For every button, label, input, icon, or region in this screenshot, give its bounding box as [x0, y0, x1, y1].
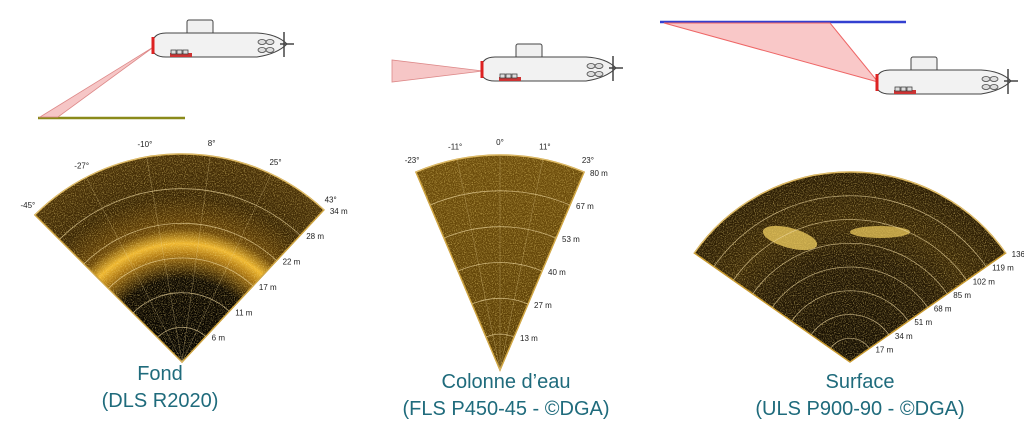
bearing-line [34, 214, 183, 363]
caption: (ULS P900-90 - ©DGA) [755, 398, 964, 420]
range-ring [810, 314, 890, 335]
range-label: 53 m [562, 235, 580, 244]
caption: (DLS R2020) [102, 390, 219, 412]
range-ring [791, 290, 909, 322]
range-ring [830, 337, 870, 349]
sonar-beam [38, 45, 156, 118]
range-label: 17 m [259, 283, 277, 292]
angle-label: -11° [448, 143, 462, 152]
range-label: 51 m [914, 318, 932, 327]
angle-label: -45° [20, 201, 35, 210]
sonar-beam [663, 22, 880, 83]
submarine [874, 55, 1020, 96]
echo [762, 225, 818, 251]
caption: (FLS P450-45 - ©DGA) [402, 398, 609, 420]
range-label: 80 m [590, 169, 608, 178]
bearing-line [456, 159, 501, 371]
range-label: 13 m [520, 334, 538, 343]
bearing-line [181, 155, 211, 363]
angle-label: -23° [405, 156, 420, 165]
angle-label: 8° [208, 139, 216, 148]
range-ring [59, 188, 301, 240]
range-ring [83, 222, 277, 265]
bearing-line [499, 159, 544, 371]
range-label: 22 m [283, 258, 301, 267]
bearing-line [86, 177, 183, 363]
angle-label: -10° [138, 140, 153, 149]
range-ring [732, 219, 968, 281]
range-label: 85 m [953, 291, 971, 300]
sonar-beam [391, 59, 484, 83]
bearing-line [146, 156, 183, 363]
range-label: 6 m [212, 334, 226, 343]
angle-label: 0° [496, 138, 504, 147]
range-ring [713, 195, 987, 267]
range-label: 34 m [895, 332, 913, 341]
angle-label: 43° [325, 196, 337, 205]
range-label: 40 m [548, 268, 566, 277]
range-ring [752, 242, 948, 295]
submarine [479, 42, 625, 83]
range-label: 17 m [875, 345, 893, 354]
bearing-line [415, 171, 501, 371]
range-label: 28 m [306, 232, 324, 241]
angle-label: 23° [582, 156, 594, 165]
angle-label: 25° [269, 158, 281, 167]
bearing-line [499, 171, 585, 371]
range-ring [108, 257, 254, 289]
range-label: 68 m [934, 305, 952, 314]
range-label: 136 m [1012, 250, 1024, 259]
caption: Fond [137, 363, 183, 385]
caption: Colonne d’eau [442, 371, 571, 393]
range-label: 119 m [992, 264, 1014, 273]
range-ring [694, 171, 1006, 254]
sonar-images: 6 m 11 m 17 m 22 m 28 m 34 m -45° -27° -10° 8° 25°… [20, 138, 1024, 372]
angle-label: -27° [74, 161, 89, 170]
caption: Surface [826, 371, 895, 393]
range-ring [157, 326, 206, 338]
angle-label: 11° [539, 143, 551, 152]
range-label: 102 m [973, 277, 996, 286]
echo [850, 226, 910, 238]
bearing-line [181, 209, 325, 363]
bearing-line [181, 173, 272, 363]
submarine [150, 18, 296, 59]
range-label: 11 m [235, 308, 253, 317]
range-ring [771, 266, 929, 308]
range-ring [34, 153, 325, 216]
range-ring [132, 292, 230, 314]
range-label: 34 m [330, 207, 348, 216]
range-label: 27 m [534, 301, 552, 310]
range-label: 67 m [576, 202, 594, 211]
